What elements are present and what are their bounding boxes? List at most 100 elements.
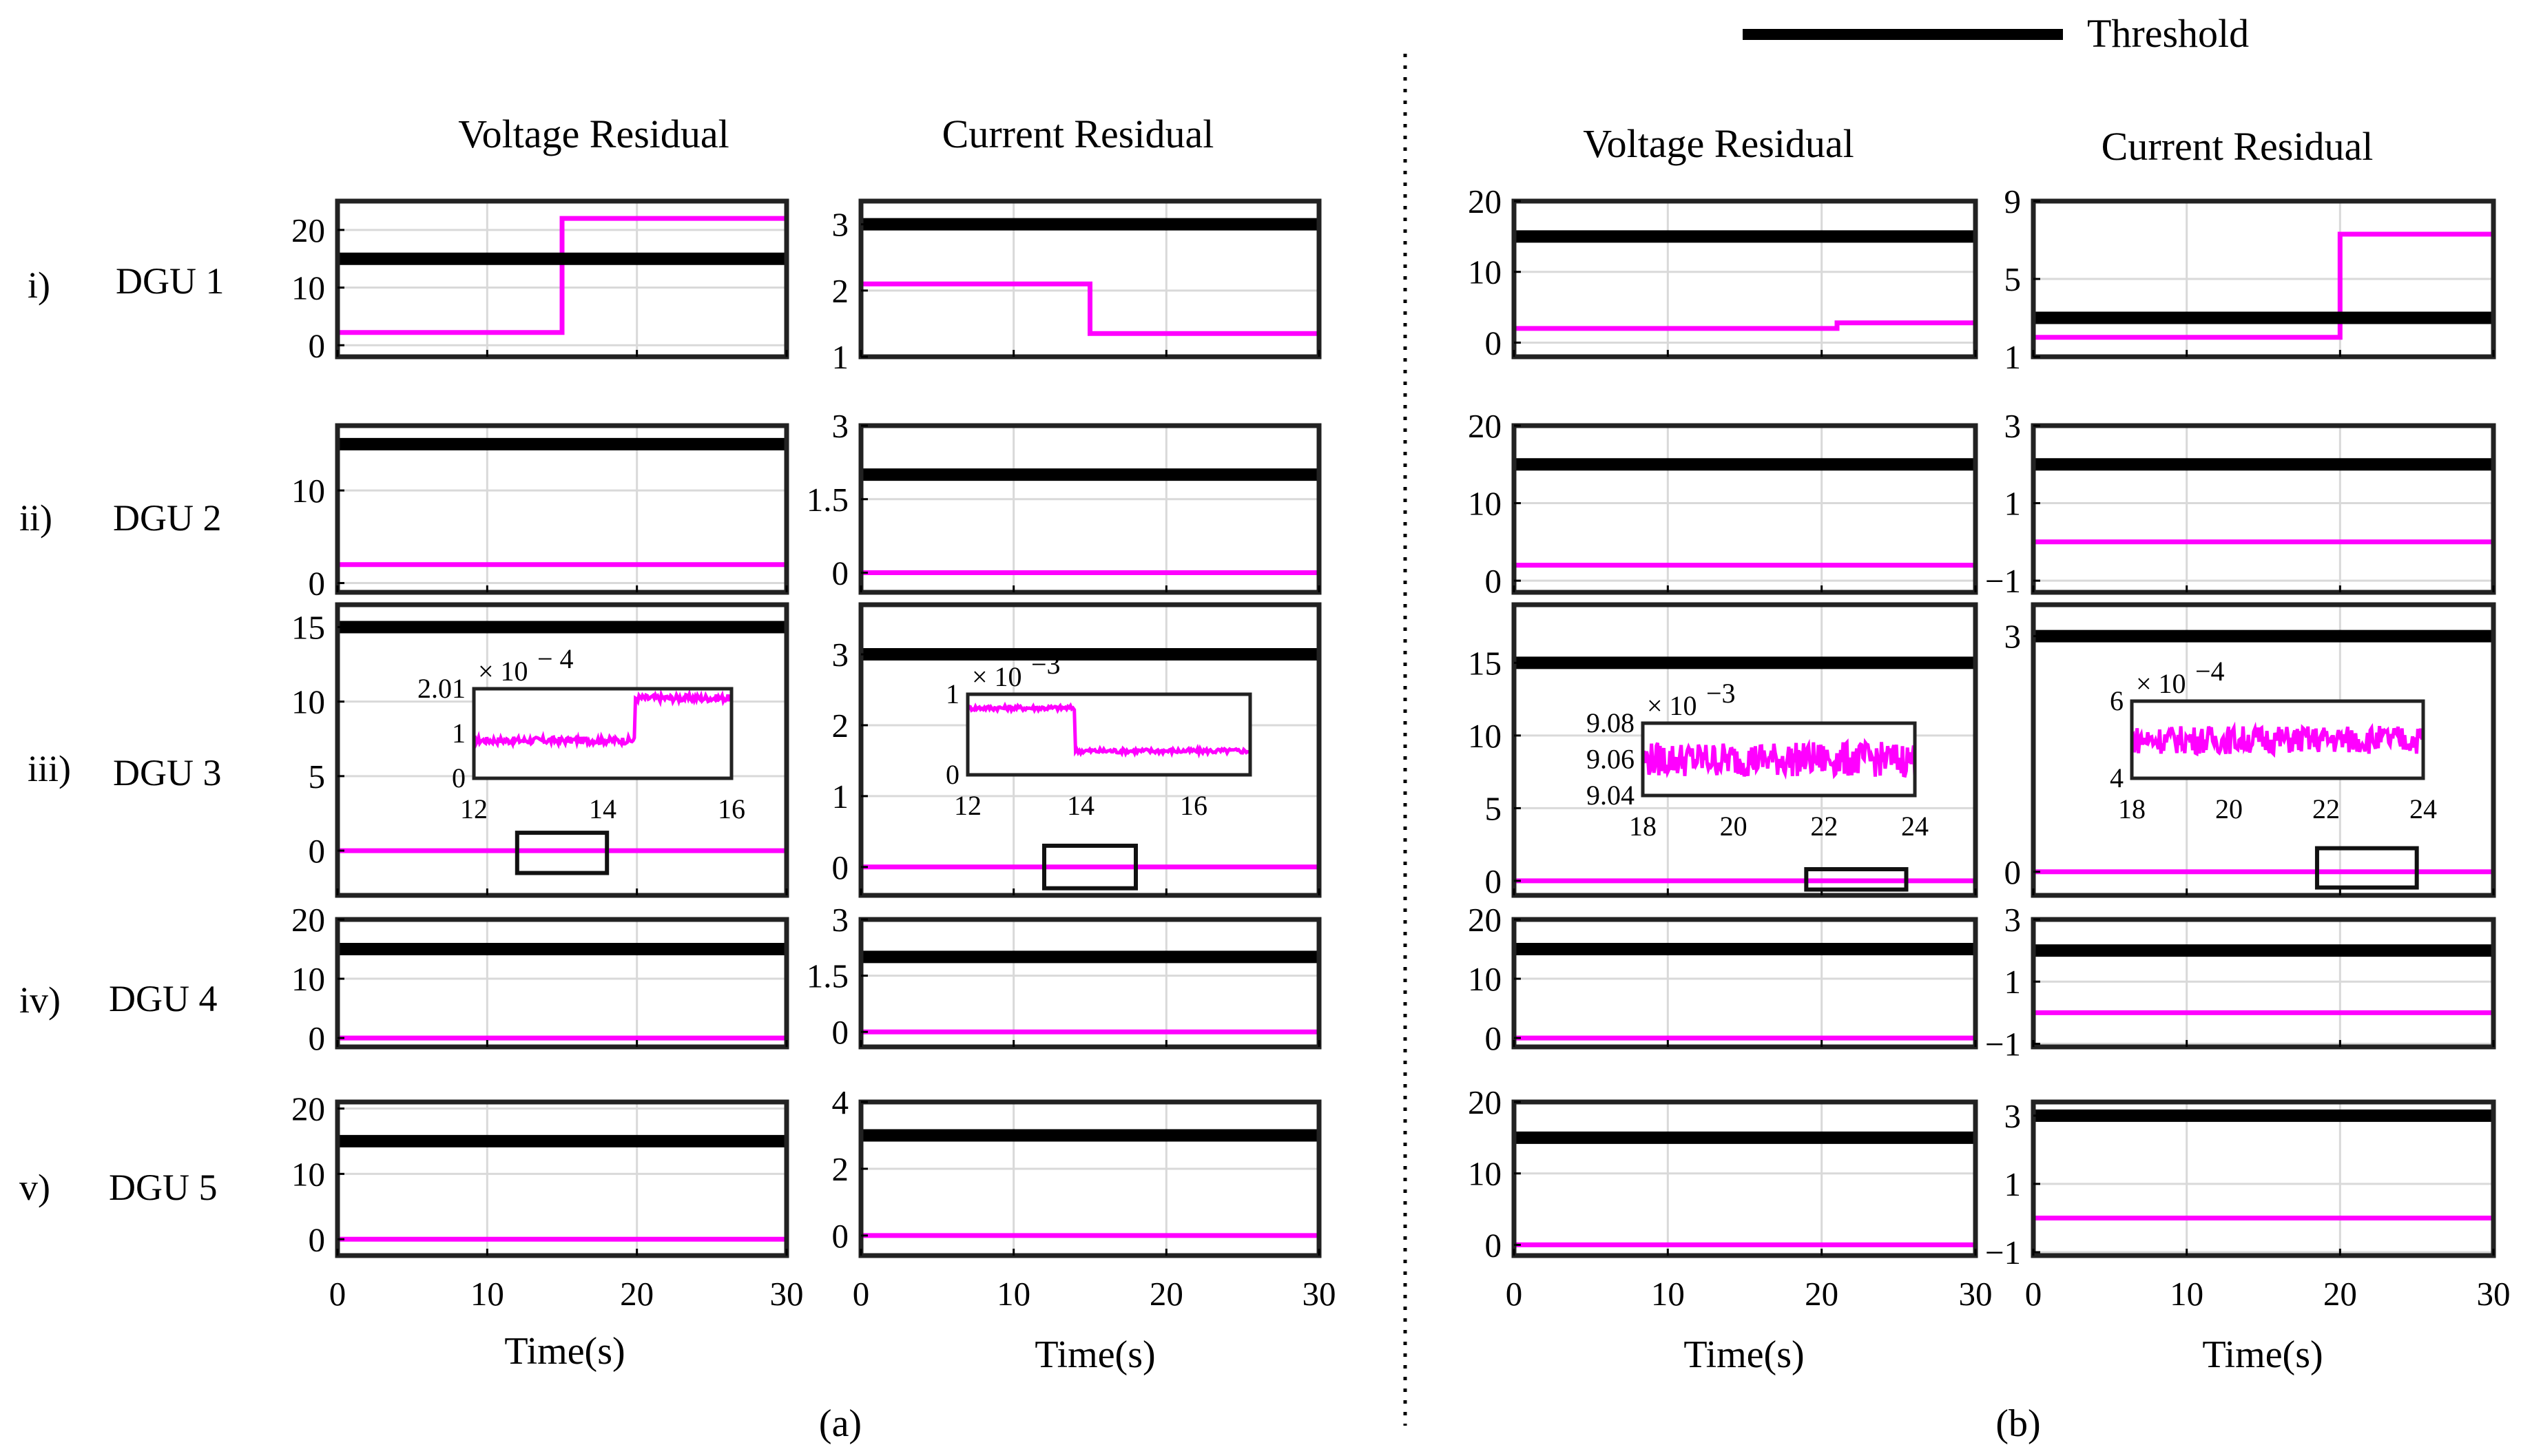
y-tick-label: 10 xyxy=(291,472,325,510)
panel-1-col-1-row-3-axes: −1 1 3 xyxy=(1985,901,2496,1063)
y-tick-label: 3 xyxy=(2004,407,2022,445)
y-tick-label: 0 xyxy=(832,554,849,592)
y-tick-label: 15 xyxy=(291,608,325,646)
row-label-name: DGU 5 xyxy=(109,1167,218,1208)
y-tick-label: 1.5 xyxy=(807,481,849,519)
panel-b-title-current: Current Residual xyxy=(2102,124,2374,169)
y-tick-label: 0 xyxy=(309,1019,326,1057)
x-tick-label: 30 xyxy=(1959,1275,1993,1313)
axes-frame xyxy=(2031,1099,2496,1258)
panel-b-xlabel-current: Time(s) xyxy=(2202,1333,2323,1376)
y-tick-label: 3 xyxy=(832,901,849,939)
y-tick-label: 2 xyxy=(832,1150,849,1188)
inset-y-tick-label: 2.01 xyxy=(417,673,466,704)
inset-exponent-label: × 10 xyxy=(972,661,1022,692)
axes-frame xyxy=(1511,917,1978,1050)
panel-0-col-1-row-4-axes: 0 2 4 0 10 20 30 xyxy=(832,1083,1336,1313)
inset-y-tick-label: 9.04 xyxy=(1586,780,1635,811)
inset-y-tick-label: 0 xyxy=(946,759,959,790)
inset-residual-line xyxy=(1641,738,1917,780)
axes-frame xyxy=(1511,602,1978,898)
inset-x-tick-label: 22 xyxy=(1810,811,1838,842)
y-tick-label: 4 xyxy=(832,1083,849,1121)
y-tick-label: 0 xyxy=(1485,562,1502,600)
row-label-name: DGU 2 xyxy=(113,497,222,539)
inset-y-tick-label: 1 xyxy=(452,718,466,749)
residual-line xyxy=(338,216,787,335)
legend-threshold-label: Threshold xyxy=(2087,11,2249,56)
y-tick-label: 5 xyxy=(1485,789,1502,827)
zoom-box xyxy=(515,831,610,875)
inset-exponent-label: × 10 xyxy=(478,656,528,687)
panel-a-title-current: Current Residual xyxy=(942,112,1214,156)
panel-1-col-0-row-4-axes: 0 10 20 0 10 20 30 xyxy=(1468,1083,1993,1313)
inset-y-tick-label: 9.06 xyxy=(1586,744,1635,775)
y-tick-label: 10 xyxy=(291,683,325,721)
inset-x-tick-label: 12 xyxy=(954,790,982,821)
y-tick-label: 0 xyxy=(2004,853,2022,891)
y-tick-label: 0 xyxy=(832,849,849,886)
inset-y-tick-label: 4 xyxy=(2110,762,2124,793)
y-tick-label: 10 xyxy=(1468,960,1502,998)
y-tick-label: 20 xyxy=(1468,407,1502,445)
panel-b-title-voltage: Voltage Residual xyxy=(1583,121,1854,166)
axes-frame xyxy=(2031,917,2496,1050)
axes-frame xyxy=(1511,1099,1978,1258)
panel-a-xlabel-voltage: Time(s) xyxy=(504,1330,625,1373)
inset-exponent-power: −4 xyxy=(2195,656,2225,687)
inset-x-tick-label: 12 xyxy=(460,793,488,824)
x-tick-label: 0 xyxy=(2025,1275,2042,1313)
inset-x-tick-label: 22 xyxy=(2312,793,2340,824)
y-tick-label: 1 xyxy=(2004,338,2022,376)
row-label-index: ii) xyxy=(19,497,52,539)
panel-1-col-0-row-1-axes: 0 10 20 xyxy=(1468,407,1978,600)
inset-y-tick-label: 6 xyxy=(2110,685,2124,716)
y-tick-label: 10 xyxy=(1468,717,1502,755)
panel-a-title-voltage: Voltage Residual xyxy=(458,112,729,156)
y-tick-label: 1 xyxy=(832,338,849,376)
inset-x-tick-label: 16 xyxy=(1180,790,1207,821)
y-tick-label: −1 xyxy=(1985,562,2021,600)
x-tick-label: 20 xyxy=(2323,1275,2357,1313)
y-tick-label: 15 xyxy=(1468,644,1502,682)
axes-frame xyxy=(1511,198,1978,360)
inset-x-tick-label: 16 xyxy=(718,793,745,824)
inset-y-tick-label: 0 xyxy=(452,762,466,793)
inset-residual-line xyxy=(2130,721,2425,758)
y-tick-label: 3 xyxy=(832,206,849,244)
y-tick-label: 20 xyxy=(291,1090,325,1127)
y-tick-label: 3 xyxy=(832,407,849,445)
axes-frame xyxy=(2031,423,2496,595)
panel-0-col-1-row-0-axes: 1 2 3 xyxy=(832,198,1322,376)
axes-frame xyxy=(858,602,1322,898)
inset-exponent-power: −3 xyxy=(1706,678,1736,709)
y-tick-label: 3 xyxy=(2004,1097,2022,1135)
y-tick-label: 0 xyxy=(309,565,326,603)
panel-1-col-0-row-3-axes: 0 10 20 xyxy=(1468,901,1978,1057)
inset-x-tick-label: 14 xyxy=(1067,790,1094,821)
panel-1-col-0-inset: 9.04 9.06 9.08 18 20 22 24 × 10 −3 xyxy=(1586,678,1929,842)
panel-1-col-1-inset: 4 6 18 20 22 24 × 10 −4 xyxy=(2110,656,2437,824)
panel-0-col-0-row-4-axes: 0 10 20 0 10 20 30 xyxy=(291,1090,804,1313)
panel-0-col-0-inset: 0 1 2.01 12 14 16 × 10 − 4 xyxy=(417,643,745,824)
x-tick-label: 10 xyxy=(1651,1275,1685,1313)
x-tick-label: 0 xyxy=(1506,1275,1523,1313)
y-tick-label: 0 xyxy=(309,326,326,364)
inset-frame xyxy=(1641,721,1917,798)
inset-exponent-label: × 10 xyxy=(1647,690,1697,721)
y-tick-label: 0 xyxy=(832,1013,849,1051)
y-tick-label: 3 xyxy=(2004,901,2022,939)
axes-frame xyxy=(858,423,1322,595)
y-tick-label: 10 xyxy=(1468,253,1502,291)
panel-0-col-1-inset: 0 1 12 14 16 × 10 −3 xyxy=(946,649,1252,821)
zoom-box xyxy=(1042,843,1138,891)
inset-y-tick-label: 9.08 xyxy=(1586,707,1635,738)
panel-0-col-1-row-1-axes: 01.53 xyxy=(807,407,1322,595)
inset-exponent-power: − 4 xyxy=(537,643,574,674)
y-tick-label: 0 xyxy=(309,832,326,870)
axes-frame xyxy=(335,198,789,360)
y-tick-label: 1 xyxy=(2004,963,2022,1001)
y-tick-label: 0 xyxy=(1485,1019,1502,1057)
